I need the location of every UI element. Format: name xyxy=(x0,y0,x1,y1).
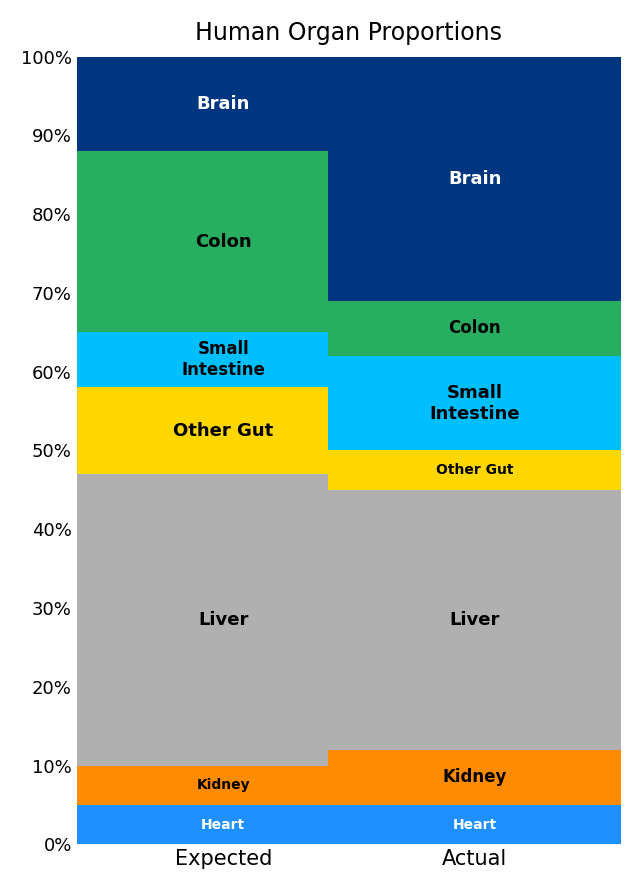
Text: Other Gut: Other Gut xyxy=(436,463,514,477)
Bar xyxy=(328,805,621,845)
Bar xyxy=(76,387,370,474)
Bar xyxy=(76,151,370,332)
Text: Kidney: Kidney xyxy=(196,778,250,792)
Text: Brain: Brain xyxy=(196,94,250,113)
Text: Small
Intestine: Small Intestine xyxy=(181,340,265,379)
Title: Human Organ Proportions: Human Organ Proportions xyxy=(195,20,503,44)
Text: Liver: Liver xyxy=(198,611,248,628)
Bar xyxy=(76,56,370,151)
Bar xyxy=(328,450,621,490)
Text: Colon: Colon xyxy=(195,232,252,251)
Text: Kidney: Kidney xyxy=(442,768,507,787)
Bar xyxy=(76,805,370,845)
Text: Heart: Heart xyxy=(453,818,497,831)
Bar xyxy=(328,356,621,450)
Bar xyxy=(328,490,621,749)
Bar xyxy=(328,301,621,356)
Bar xyxy=(328,56,621,301)
Bar xyxy=(328,749,621,805)
Bar xyxy=(76,474,370,765)
Text: Heart: Heart xyxy=(201,818,245,831)
Text: Small
Intestine: Small Intestine xyxy=(429,384,520,423)
Text: Liver: Liver xyxy=(449,611,499,628)
Text: Colon: Colon xyxy=(448,320,501,337)
Bar xyxy=(76,332,370,387)
Text: Brain: Brain xyxy=(448,170,501,188)
Text: Other Gut: Other Gut xyxy=(173,422,273,440)
Bar xyxy=(76,765,370,805)
